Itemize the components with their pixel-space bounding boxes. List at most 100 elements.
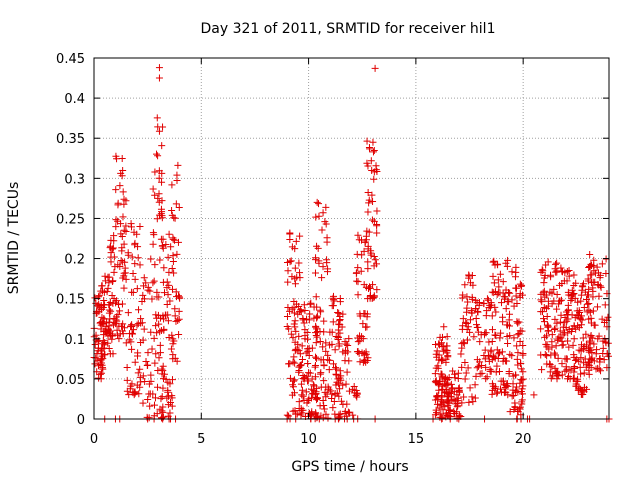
data-point [443,333,451,341]
data-point [505,289,513,297]
data-point [463,308,471,316]
data-point [320,328,328,336]
data-point [553,367,561,375]
data-point [440,323,448,331]
data-point [551,324,559,332]
data-point [593,263,601,271]
data-point [144,361,152,369]
data-point [326,356,334,364]
data-point [577,297,585,305]
data-point [158,169,166,177]
data-point [112,313,120,321]
data-point [298,356,306,364]
data-point [336,374,344,382]
data-point [450,388,458,396]
data-point [493,362,501,370]
data-point [295,398,303,406]
data-point [155,74,163,82]
data-point [91,360,99,368]
data-point [518,281,526,289]
data-point [586,344,594,352]
data-point [573,312,581,320]
data-point [510,334,518,342]
y-tick-label: 0.05 [56,373,85,388]
data-point [318,226,326,234]
data-point [358,236,366,244]
data-point [99,365,107,373]
data-point [341,409,349,417]
data-point [540,279,548,287]
data-point [159,278,167,286]
data-point [93,309,101,317]
data-point [176,294,184,302]
data-point [512,387,520,395]
data-point [512,292,520,300]
data-point [489,382,497,390]
data-point [570,271,578,279]
data-point [508,296,516,304]
data-point [437,410,445,418]
data-point [159,408,167,416]
data-point [171,305,179,313]
data-point [109,244,117,252]
data-point [596,355,604,363]
data-point [155,198,163,206]
data-point [345,387,353,395]
data-point [164,253,172,261]
data-point [117,256,125,264]
data-point [558,337,566,345]
data-point [513,318,521,326]
data-point [127,220,135,228]
data-point [302,388,310,396]
data-point [301,306,309,314]
data-point [444,379,452,387]
data-point [436,377,444,385]
data-point [437,370,445,378]
data-point [584,275,592,283]
data-point [113,326,121,334]
data-point [567,292,575,300]
data-point [557,311,565,319]
data-point [483,295,491,303]
data-point [364,162,372,170]
data-point [336,294,344,302]
data-point [488,326,496,334]
data-point [453,403,461,411]
data-point [475,301,483,309]
axes: 0 0.05 0.1 0.15 0.2 0.25 0.3 0.35 0.4 0.45 0 5 10 15 2… [56,52,609,447]
data-point [577,385,585,393]
data-point [329,360,337,368]
data-point [292,237,300,245]
data-point [471,381,479,389]
data-point [131,389,139,397]
data-point [116,182,124,190]
data-point [149,279,157,287]
data-point [169,335,177,343]
data-point [466,384,474,392]
data-point [465,398,473,406]
data-point [299,375,307,383]
data-point [134,369,142,377]
data-point [312,388,320,396]
data-point [159,244,167,252]
data-point [519,341,527,349]
data-point [155,127,163,135]
data-point [490,279,498,287]
data-point [472,304,480,312]
data-point [122,275,130,283]
data-point [174,238,182,246]
data-point [167,345,175,353]
data-point [168,285,176,293]
x-tick-label: 15 [408,432,425,447]
data-point [173,293,181,301]
data-point [315,212,323,220]
data-point [155,174,163,182]
data-point [154,152,162,160]
data-point [541,333,549,341]
data-point [481,329,489,337]
data-point [104,284,112,292]
data-point [592,365,600,373]
data-point [134,349,142,357]
data-point [100,288,108,296]
